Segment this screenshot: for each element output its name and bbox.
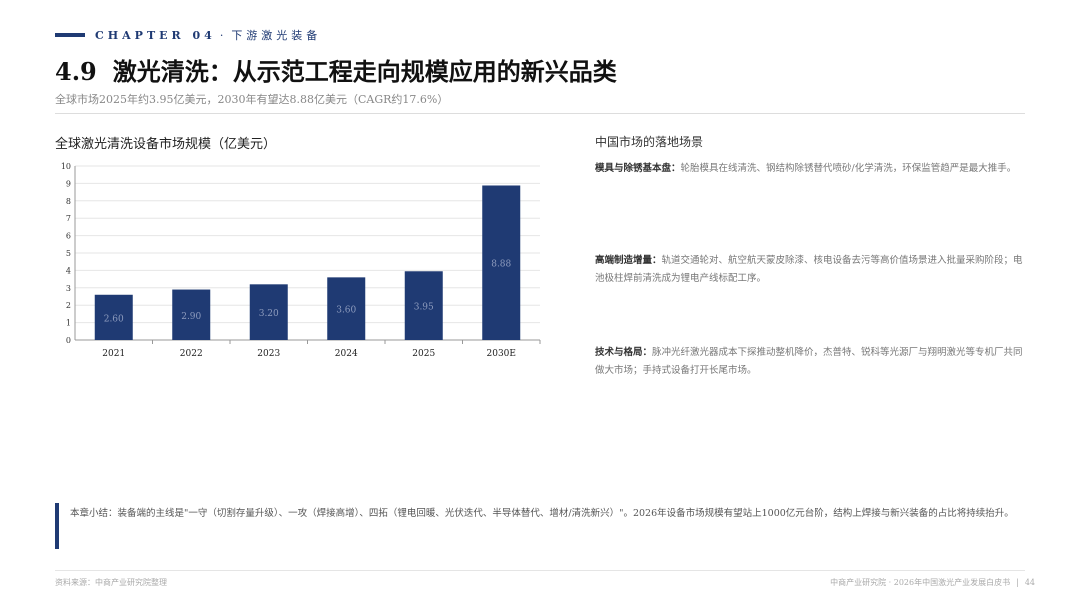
scenario-paragraph-molds: 模具与除锈基本盘：轮胎模具在线清洗、钢结构除锈替代喷砂/化学清洗，环保监管趋严是… <box>595 163 1017 174</box>
data-label: 3.60 <box>336 306 356 316</box>
bar-2024 <box>327 277 366 340</box>
scenario-paragraph-tech: 技术与格局：脉冲光纤激光器成本下探推动整机降价，杰普特、锐科等光源厂与翔明激光等… <box>595 347 1023 376</box>
summary-accent-bar <box>55 503 59 549</box>
x-tick-label: 2023 <box>257 349 280 359</box>
y-tick-label: 6 <box>66 232 71 241</box>
chapter-label: CHAPTER 04 · 下游激光装备 <box>95 29 322 42</box>
footer-publisher: 中商产业研究院 · 2026年中国激光产业发展白皮书 | 44 <box>830 578 1035 587</box>
data-label: 8.88 <box>491 260 511 270</box>
data-label: 2.90 <box>181 312 201 322</box>
data-label: 2.60 <box>104 314 124 324</box>
chapter-summary: 本章小结：装备端的主线是"一守（切割存量升级）、一攻（焊接高增）、四拓（锂电回暖… <box>70 508 1014 519</box>
page-number: 44 <box>1024 578 1035 587</box>
right-section-title: 中国市场的落地场景 <box>595 135 704 149</box>
y-tick-label: 2 <box>66 301 71 310</box>
x-tick-label: 2030E <box>487 349 516 359</box>
footer-divider <box>55 570 1025 571</box>
bar-2025 <box>404 271 443 340</box>
bar-chart: 0 1 2 3 4 5 6 7 8 9 10 2.60 2021 2.90 2022 3.20 2023 3.60… <box>61 162 541 359</box>
y-tick-label: 4 <box>66 266 71 275</box>
data-label: 3.95 <box>414 303 434 313</box>
y-tick-label: 10 <box>61 162 71 171</box>
scenario-paragraph-high-end: 高端制造增量：轨道交通轮对、航空航天蒙皮除漆、核电设备去污等高价值场景进入批量采… <box>595 255 1023 284</box>
bar-2021 <box>94 294 133 340</box>
x-tick-label: 2022 <box>180 349 203 359</box>
y-tick-label: 9 <box>66 179 71 188</box>
section-title: 激光清洗：从示范工程走向规模应用的新兴品类 <box>112 57 617 86</box>
y-tick-label: 1 <box>66 319 71 328</box>
bar-2030e <box>482 185 521 340</box>
page-subtitle: 全球市场2025年约3.95亿美元，2030年有望达8.88亿美元（CAGR约1… <box>55 93 449 106</box>
y-tick-label: 3 <box>66 284 71 293</box>
header-divider <box>55 113 1025 114</box>
source-note: 资料来源：中商产业研究院整理 <box>55 578 167 587</box>
y-tick-label: 7 <box>66 214 71 223</box>
data-label: 3.20 <box>259 309 279 319</box>
x-tick-label: 2021 <box>102 349 125 359</box>
section-number: 4.9 <box>55 57 97 86</box>
x-tick-label: 2024 <box>335 349 358 359</box>
x-tick-label: 2025 <box>412 349 435 359</box>
y-tick-label: 5 <box>66 249 71 258</box>
y-tick-label: 0 <box>66 336 71 345</box>
y-tick-label: 8 <box>66 197 71 206</box>
page-title: 4.9 激光清洗：从示范工程走向规模应用的新兴品类 <box>55 52 617 87</box>
bar-2023 <box>249 284 288 340</box>
bar-2022 <box>172 289 211 340</box>
chart-title: 全球激光清洗设备市场规模（亿美元） <box>55 137 277 152</box>
chapter-accent-bar <box>55 33 85 37</box>
